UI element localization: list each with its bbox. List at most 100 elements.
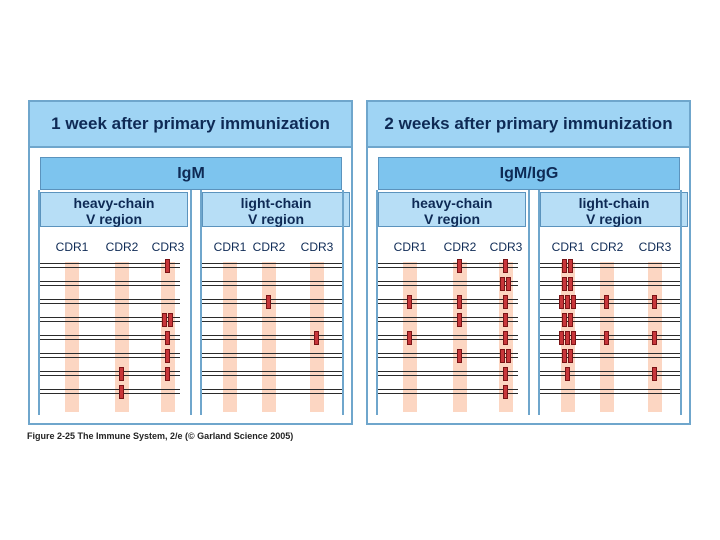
heavy-chain-region-label-week1: heavy-chain V region [40,192,188,227]
mutation-mark [652,367,657,381]
mutation-mark [503,259,508,273]
sequence-line [40,281,180,282]
sequence-line [202,285,342,286]
sequence-line [378,357,518,358]
mutation-mark [162,313,167,327]
mutation-mark [165,367,170,381]
sequence-line [202,393,342,394]
mutation-mark [165,349,170,363]
sequence-line [540,335,680,336]
light-chain-text-week2: light-chain V region [578,195,650,227]
mutation-mark [571,331,576,345]
cdr-label: CDR1 [213,240,247,254]
sequence-line [40,375,180,376]
cdr-label: CDR2 [443,240,477,254]
light-chain-region-label-week1: light-chain V region [202,192,350,227]
mutation-mark [503,367,508,381]
sequence-line [202,335,342,336]
sequence-line [40,267,180,268]
mutation-mark [119,385,124,399]
heavy-chain-region-label-week2: heavy-chain V region [378,192,526,227]
sequence-line [540,321,680,322]
sequence-line [40,353,180,354]
mutation-mark [604,295,609,309]
sequence-line [540,353,680,354]
sequence-line [540,357,680,358]
sequence-line [40,389,180,390]
isotype-label-week1: IgM [40,157,342,190]
mutation-mark [503,313,508,327]
divider [342,190,344,415]
cdr-label: CDR3 [489,240,523,254]
divider [528,190,530,415]
mutation-mark [559,331,564,345]
mutation-mark [168,313,173,327]
mutation-mark [565,367,570,381]
sequence-line [202,299,342,300]
mutation-mark [604,331,609,345]
divider [376,190,378,415]
mutation-mark [457,313,462,327]
sequence-line [378,353,518,354]
mutation-mark [407,295,412,309]
mutation-mark [568,313,573,327]
mutation-mark [500,349,505,363]
heavy-chain-text-week2: heavy-chain V region [411,195,493,227]
mutation-mark [407,331,412,345]
sequence-line [202,353,342,354]
sequence-line [40,393,180,394]
cdr-label: CDR3 [638,240,672,254]
sequence-line [202,317,342,318]
sequence-line [540,317,680,318]
sequence-line [378,393,518,394]
sequence-line [202,389,342,390]
sequence-line [202,357,342,358]
isotype-label-week2: IgM/IgG [378,157,680,190]
mutation-mark [457,295,462,309]
cdr-label: CDR3 [300,240,334,254]
sequence-line [378,339,518,340]
sequence-line [202,263,342,264]
sequence-line [378,299,518,300]
sequence-line [378,267,518,268]
sequence-line [378,375,518,376]
sequence-line [202,303,342,304]
sequence-line [40,263,180,264]
mutation-mark [457,259,462,273]
divider [190,190,192,415]
divider [538,190,540,415]
sequence-line [540,339,680,340]
light-chain-text-week1: light-chain V region [240,195,312,227]
sequence-line [202,281,342,282]
figure-caption: Figure 2-25 The Immune System, 2/e (© Ga… [27,431,294,441]
mutation-mark [503,331,508,345]
sequence-line [378,389,518,390]
sequence-line [378,285,518,286]
mutation-mark [562,259,567,273]
cdr-label: CDR1 [551,240,585,254]
mutation-mark [652,295,657,309]
sequence-line [540,371,680,372]
divider [200,190,202,415]
mutation-mark [652,331,657,345]
cdr-label: CDR2 [105,240,139,254]
heavy-chain-text-week1: heavy-chain V region [73,195,155,227]
sequence-line [540,267,680,268]
mutation-mark [568,277,573,291]
mutation-mark [503,385,508,399]
mutation-mark [165,331,170,345]
panel-title-week2: 2 weeks after primary immunization [368,102,689,148]
mutation-mark [506,349,511,363]
mutation-mark [506,277,511,291]
mutation-mark [562,313,567,327]
mutation-mark [457,349,462,363]
sequence-line [202,339,342,340]
cdr-label: CDR2 [590,240,624,254]
cdr-label: CDR1 [55,240,89,254]
cdr-label: CDR3 [151,240,185,254]
sequence-line [40,335,180,336]
mutation-mark [571,295,576,309]
panel-title-week1: 1 week after primary immunization [30,102,351,148]
sequence-line [378,321,518,322]
mutation-mark [503,295,508,309]
